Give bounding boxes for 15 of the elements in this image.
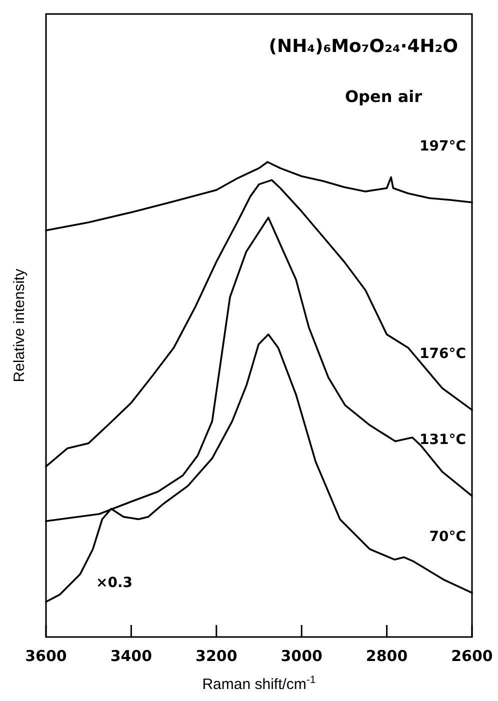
series-label: 70°C — [429, 528, 466, 545]
text: 197°C — [420, 138, 466, 154]
x-tick-label: 2600 — [451, 647, 493, 665]
x-tick-label: 2800 — [366, 647, 408, 665]
y-axis-title: Relative intensity — [11, 268, 28, 382]
annotation: ×0.3 — [96, 575, 133, 591]
x-tick-label: 3200 — [196, 647, 238, 665]
chart-subtitle: Open air — [344, 87, 422, 106]
chart-title: (NH₄)₆Mo₇O₂₄·4H₂O — [268, 36, 458, 57]
x-tick-label: 3000 — [280, 647, 322, 665]
series-label: 131°C — [420, 432, 466, 448]
x-axis-title: Raman shift/cm$^{-1}$ — [202, 674, 316, 693]
x-tick-label: 3400 — [110, 647, 152, 665]
x-tick-label: 3600 — [25, 647, 67, 665]
series-label: 176°C — [420, 346, 466, 362]
